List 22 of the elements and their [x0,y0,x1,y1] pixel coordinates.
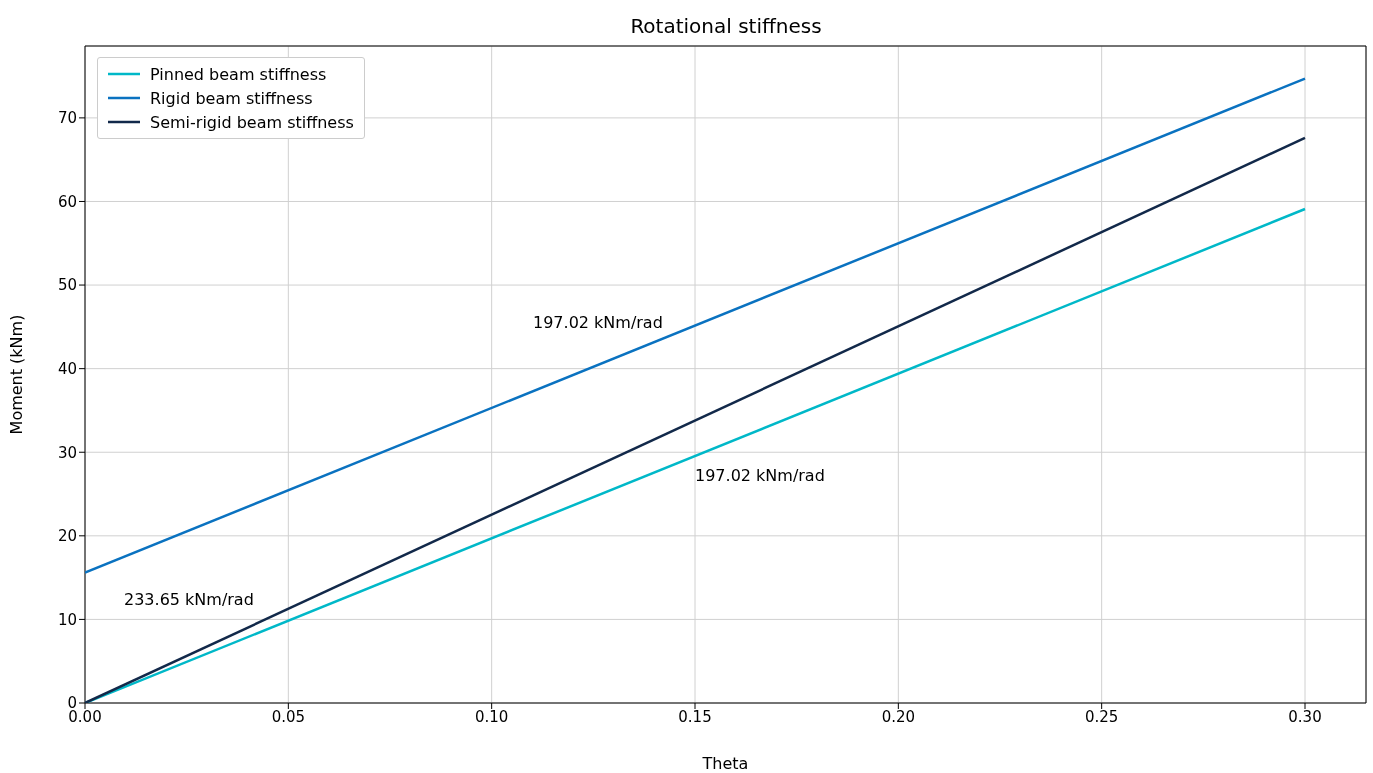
annotation: 197.02 kNm/rad [695,466,825,485]
x-tick-label: 0.25 [1084,707,1119,726]
y-tick-label: 20 [57,527,77,546]
y-tick-label: 50 [57,276,77,295]
y-tick-label: 40 [57,359,77,378]
annotation: 197.02 kNm/rad [533,313,663,332]
annotation: 233.65 kNm/rad [124,590,254,609]
y-tick-label: 70 [57,109,77,128]
y-axis-title: Moment (kNm) [6,314,26,435]
x-tick-label: 0.30 [1288,707,1322,726]
x-tick-label: 0.20 [881,707,916,726]
legend-label: Rigid beam stiffness [150,88,313,108]
x-tick-label: 0.10 [474,707,509,726]
x-tick-label: 0.05 [271,707,306,726]
y-tick-label: 30 [57,443,77,462]
x-tick-label: 0.15 [678,707,712,726]
legend-label: Semi-rigid beam stiffness [150,112,354,132]
chart-title: Rotational stiffness [629,13,823,40]
y-tick-label: 10 [57,610,77,629]
x-axis-title: Theta [701,754,749,773]
y-tick-label: 60 [57,192,77,211]
legend-label: Pinned beam stiffness [150,64,327,84]
